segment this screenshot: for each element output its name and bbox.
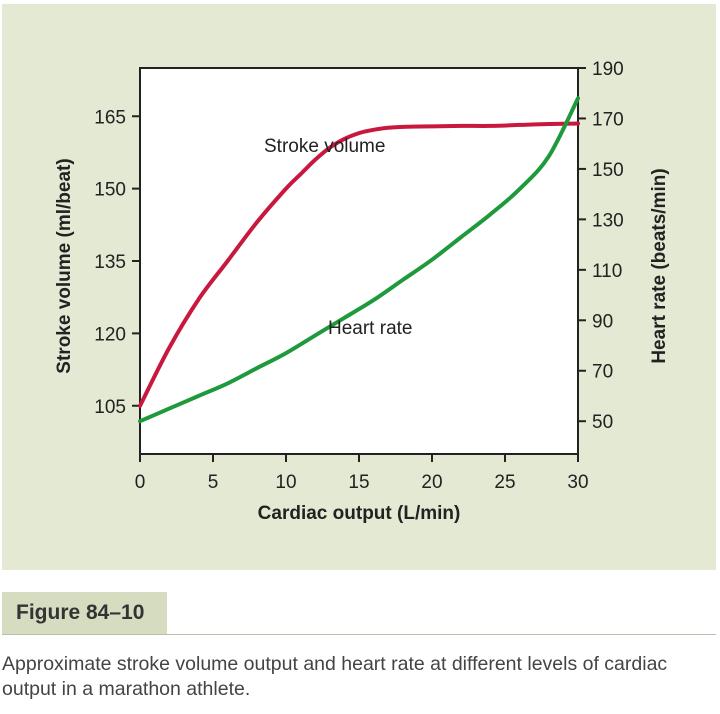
y-left-tick-label: 150 <box>94 180 126 201</box>
y-left-tick-label: 105 <box>94 397 126 418</box>
y-right-tick-label: 130 <box>592 210 624 231</box>
x-tick-label: 0 <box>135 472 146 493</box>
y-right-tick-label: 90 <box>592 311 613 332</box>
x-tick-label: 20 <box>421 472 442 493</box>
figure-caption: Approximate stroke volume output and hea… <box>2 653 668 700</box>
y-right-tick-label: 50 <box>592 412 613 433</box>
y-axis-title-right: Heart rate (beats/min) <box>649 168 670 363</box>
chart: 0 5 10 15 20 25 30 105 120 135 150 165 50 70 90 110 130 1… <box>54 59 670 524</box>
y-left-tick-label: 165 <box>94 107 126 128</box>
x-tick-label: 15 <box>348 472 369 493</box>
x-tick-label: 10 <box>275 472 296 493</box>
series-line-stroke-volume <box>138 121 580 408</box>
y-right-tick-label: 110 <box>592 261 622 282</box>
figure-label-bar: Figure 84–10 <box>2 592 716 635</box>
y-left-tick-label: 135 <box>94 252 126 273</box>
y-right-tick-label: 170 <box>592 109 624 130</box>
series-label-stroke-volume: Stroke volume <box>264 136 385 157</box>
y-left-tick-label: 120 <box>94 324 126 345</box>
x-tick-label: 30 <box>567 472 588 493</box>
y-right-tick-label: 70 <box>592 362 613 383</box>
y-axis-title-left: Stroke volume (ml/beat) <box>54 158 75 373</box>
figure-number: Figure 84–10 <box>2 592 167 634</box>
x-tick-label: 5 <box>208 472 219 493</box>
x-axis-title: Cardiac output (L/min) <box>258 503 461 524</box>
x-tick-label: 25 <box>494 472 515 493</box>
series-line-heart-rate <box>138 96 580 424</box>
figure-panel: 0 5 10 15 20 25 30 105 120 135 150 165 50 70 90 110 130 1… <box>2 4 716 570</box>
y-right-tick-label: 190 <box>592 59 624 80</box>
series-label-heart-rate: Heart rate <box>328 318 412 339</box>
y-right-tick-label: 150 <box>592 160 624 181</box>
